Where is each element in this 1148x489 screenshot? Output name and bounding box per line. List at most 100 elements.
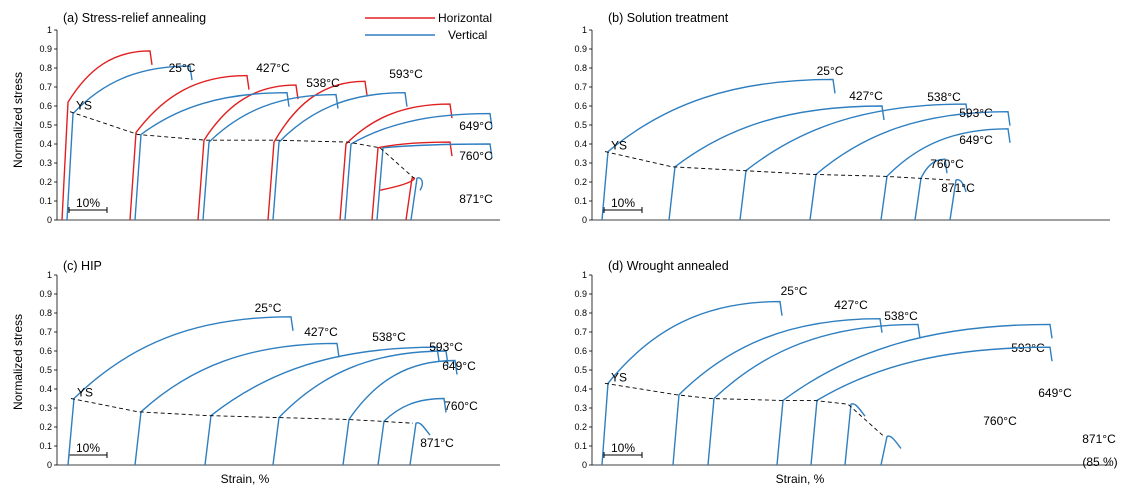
y-tick-label: 0.7 [39,327,52,337]
y-tick-label: 1 [582,270,587,280]
curve-horizontal-6 [379,177,416,221]
scale-bar-label: 10% [611,441,635,455]
temp-label: 593°C [389,67,423,81]
curve-vertical-1 [134,91,290,221]
legend-vertical-label: Vertical [448,28,487,42]
curve-horizontal-1 [129,74,250,221]
temp-label: 427°C [256,61,290,75]
temp-label: 538°C [927,90,961,104]
ys-label: YS [611,370,627,384]
curve-vertical-4 [344,112,493,221]
y-tick-label: 0.8 [39,308,52,318]
curve-horizontal-0 [61,50,153,221]
temp-label: 649°C [959,133,993,147]
temp-label: 871°C [420,436,454,450]
panel-c-title: (c) HIP [63,259,102,273]
curve-vertical-4 [810,346,1053,466]
panel-a: 0 0.1 0.2 0.3 0.4 0.5 0.6 0.7 0.8 0.9 1 10% 25°C 427°… [39,25,500,225]
curve-vertical-3 [272,350,449,466]
y-tick-label: 0.7 [574,82,587,92]
y-tick-label: 0.8 [574,308,587,318]
curve-vertical-5 [844,403,866,466]
temp-label: 871°C [459,192,493,206]
panel-d-title: (d) Wrought annealed [608,259,729,273]
curve-vertical-5 [376,143,493,221]
y-tick-label: 0.4 [574,384,587,394]
curve-horizontal-2 [197,84,299,221]
curve-horizontal-3 [267,80,368,221]
curve-vertical-6 [880,435,902,466]
y-tick-label: 0.7 [574,327,587,337]
y-tick-label: 1 [47,270,52,280]
y-tick-label: 0.3 [39,158,52,168]
ys-curve [69,111,415,179]
temp-label: 25°C [255,301,282,315]
y-tick-label: 0.4 [39,139,52,149]
y-tick-label: 0 [582,460,587,470]
panel-d-annotation: (85 %) [1082,455,1117,469]
y-tick-label: 0.9 [39,289,52,299]
curve-horizontal-4 [339,103,453,221]
xlabel-right: Strain, % [776,472,825,486]
y-tick-label: 0.8 [574,63,587,73]
panel-b-title: (b) Solution treatment [608,11,729,25]
y-tick-label: 0.2 [39,422,52,432]
y-tick-label: 0 [47,215,52,225]
curve-horizontal-5 [371,141,453,221]
y-tick-label: 0.1 [39,441,52,451]
curve-vertical-2 [202,93,339,221]
y-tick-label: 0.3 [574,158,587,168]
y-tick-label: 0.1 [574,441,587,451]
ys-curve [604,151,954,181]
curve-vertical-4 [342,359,458,466]
ys-curve [70,398,414,424]
curve-vertical-3 [776,323,1053,466]
curve-vertical-3 [272,91,408,221]
ys-label: YS [76,99,92,113]
temp-label: 593°C [959,106,993,120]
y-tick-label: 0.2 [574,422,587,432]
panel-b: 0 0.1 0.2 0.3 0.4 0.5 0.6 0.7 0.8 0.9 1 10% 25°C 427°… [574,25,1110,225]
temp-label: 760°C [444,399,478,413]
y-tick-label: 0.3 [39,403,52,413]
temp-label: 25°C [781,284,808,298]
temp-label: 871°C [1082,432,1116,446]
y-tick-label: 0.9 [39,44,52,54]
y-tick-label: 0 [47,460,52,470]
y-tick-label: 0 [582,215,587,225]
temp-label: 427°C [834,298,868,312]
ylabel-top: Normalized stress [11,72,25,168]
y-tick-label: 0.9 [574,289,587,299]
curve-vertical-6 [410,177,424,221]
y-tick-label: 0.5 [39,120,52,130]
panel-c: 0 0.1 0.2 0.3 0.4 0.5 0.6 0.7 0.8 0.9 1 10% 25°C 427°… [39,270,500,470]
temp-label: 538°C [884,309,918,323]
curve-vertical-2 [707,323,921,466]
y-tick-label: 1 [582,25,587,35]
y-tick-label: 0.4 [574,139,587,149]
curve-vertical-1 [672,317,883,466]
curve-vertical-6 [409,422,431,466]
temp-label: 538°C [372,330,406,344]
temp-label: 649°C [442,359,476,373]
temp-label: 760°C [983,414,1017,428]
temp-label: 427°C [304,325,338,339]
y-tick-label: 0.4 [39,384,52,394]
ys-label: YS [77,386,93,400]
temp-label: 760°C [930,157,964,171]
curve-vertical-1 [668,105,885,221]
curve-vertical-0 [601,78,836,221]
curve-vertical-2 [204,346,440,466]
temp-label: 25°C [169,61,196,75]
temp-label: 25°C [817,64,844,78]
temp-label: 871°C [941,181,975,195]
temp-label: 427°C [849,89,883,103]
y-tick-label: 0.2 [574,177,587,187]
scale-bar-label: 10% [76,441,100,455]
temp-label: 760°C [459,149,493,163]
y-tick-label: 0.5 [574,365,587,375]
curve-vertical-0 [601,300,783,466]
temp-label: 593°C [429,340,463,354]
curve-vertical-6 [949,179,967,221]
y-tick-label: 0.6 [39,346,52,356]
